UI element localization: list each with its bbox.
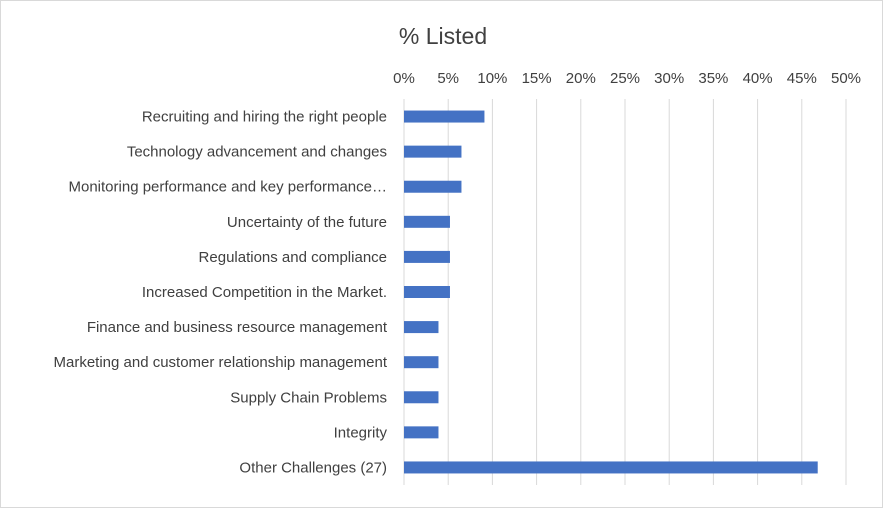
category-label: Technology advancement and changes xyxy=(127,144,387,161)
bar xyxy=(404,321,439,334)
bar xyxy=(404,215,450,228)
bar xyxy=(404,391,439,404)
x-tick-label: 30% xyxy=(654,70,684,87)
category-label: Marketing and customer relationship mana… xyxy=(53,354,387,371)
x-tick-label: 50% xyxy=(831,70,861,87)
category-label: Recruiting and hiring the right people xyxy=(142,109,387,126)
x-tick-label: 5% xyxy=(437,70,459,87)
category-label: Increased Competition in the Market. xyxy=(142,284,387,301)
x-tick-label: 40% xyxy=(743,70,773,87)
chart-title: % Listed xyxy=(399,23,487,49)
category-label: Integrity xyxy=(334,424,388,441)
category-label: Finance and business resource management xyxy=(87,319,388,336)
x-tick-label: 35% xyxy=(698,70,728,87)
bar xyxy=(404,145,462,158)
x-tick-label: 20% xyxy=(566,70,596,87)
gridlines xyxy=(403,99,847,485)
category-label: Uncertainty of the future xyxy=(227,214,387,231)
bar xyxy=(404,356,439,369)
x-tick-label: 25% xyxy=(610,70,640,87)
x-tick-label: 15% xyxy=(522,70,552,87)
category-label: Monitoring performance and key performan… xyxy=(69,179,388,196)
category-label: Supply Chain Problems xyxy=(230,389,387,406)
x-tick-label: 10% xyxy=(477,70,507,87)
bar xyxy=(404,461,818,474)
x-tick-label: 45% xyxy=(787,70,817,87)
bar xyxy=(404,110,485,123)
bar xyxy=(404,286,450,298)
x-tick-label: 0% xyxy=(393,70,415,87)
bars xyxy=(404,110,818,474)
bar xyxy=(404,426,439,439)
bar xyxy=(404,180,462,193)
x-axis-tick-labels: 0% 5% 10% 15% 20% 25% 30% 35% 40% 45% 50% xyxy=(393,70,861,87)
bar xyxy=(404,250,450,263)
category-labels: Recruiting and hiring the right people Te… xyxy=(53,109,387,477)
category-label: Other Challenges (27) xyxy=(239,459,387,476)
category-label: Regulations and compliance xyxy=(199,249,387,266)
